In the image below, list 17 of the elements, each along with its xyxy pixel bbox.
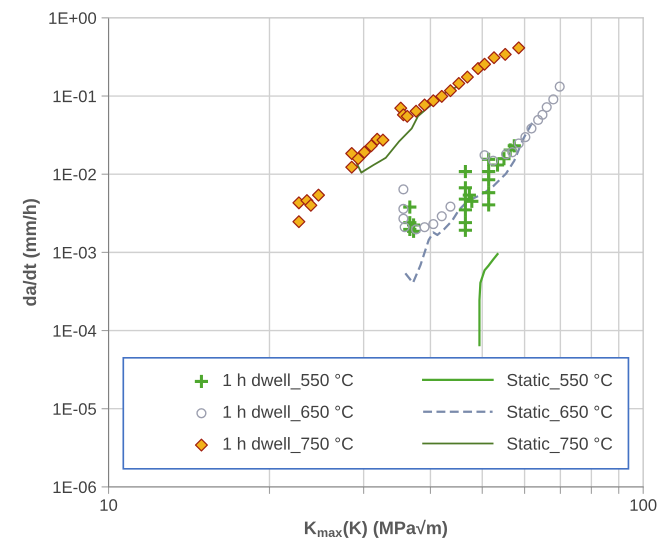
legend-label: Static_650 °C: [507, 405, 612, 422]
x-axis-title: K$_{max}$(K) (MPa√m): [304, 520, 448, 538]
x-tick-label: 100: [630, 499, 656, 511]
legend-label: 1 h dwell_550 °C: [224, 373, 354, 390]
y-tick-label: 1E-05: [54, 403, 96, 415]
y-tick-label: 1E+00: [49, 12, 96, 24]
legend-label: Static_550 °C: [507, 373, 612, 390]
y-tick-label: 1E-02: [54, 168, 96, 180]
legend-label: Static_750 °C: [507, 437, 612, 454]
x-tick-label: 10: [100, 499, 118, 511]
legend-label: 1 h dwell_750 °C: [224, 437, 354, 454]
legend-label: 1 h dwell_650 °C: [224, 405, 354, 422]
y-tick-label: 1E-03: [54, 246, 96, 259]
y-tick-label: 1E-04: [54, 324, 96, 337]
y-tick-label: 1E-01: [54, 90, 96, 102]
y-axis-title: da/dt (mm/h): [22, 199, 40, 306]
y-tick-label: 1E-06: [54, 481, 96, 494]
